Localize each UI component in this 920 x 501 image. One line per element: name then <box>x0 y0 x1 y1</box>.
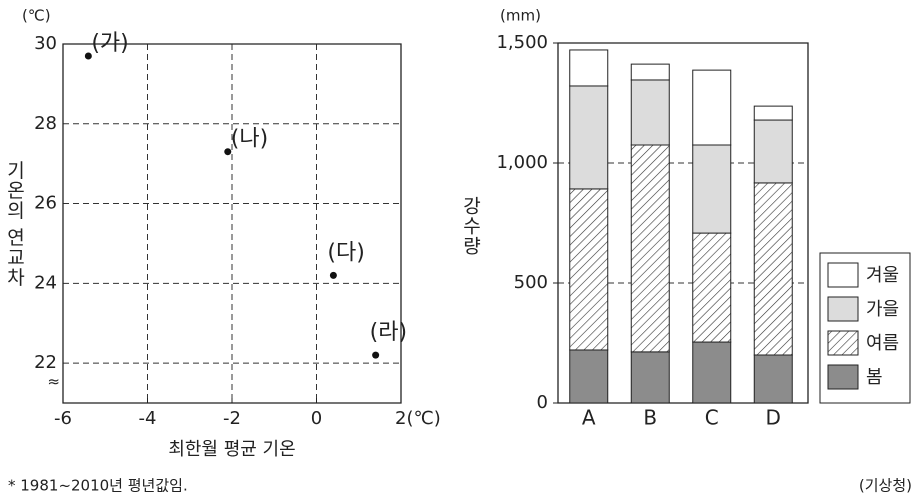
x-tick-label: C <box>705 406 719 430</box>
point-label: (다) <box>327 240 364 265</box>
y-tick-label: 1,500 <box>496 32 548 53</box>
source: (기상청) <box>859 477 912 495</box>
x-tick-label: D <box>766 406 781 430</box>
y-unit: (mm) <box>500 7 541 25</box>
y-tick-label: 28 <box>34 113 57 134</box>
y-tick-label: 0 <box>537 392 548 413</box>
bar-segment <box>630 144 670 353</box>
bar-segment <box>569 188 609 351</box>
legend-swatch <box>827 364 859 390</box>
x-tick-label: 0 <box>311 408 322 429</box>
point <box>372 351 380 359</box>
y-unit: (℃) <box>22 7 51 25</box>
y-axis-label: 강수량 <box>460 196 482 256</box>
x-tick-label: -6 <box>54 408 72 429</box>
point-label: (가) <box>91 31 128 56</box>
bar-segment <box>692 144 732 234</box>
bar-segment <box>569 349 609 404</box>
x-tick-label: 2(℃) <box>395 408 441 429</box>
y-axis-label: 기온의 연교차 <box>4 160 26 287</box>
bar-segment <box>692 69 732 146</box>
bar-segment <box>630 63 670 81</box>
bar-segment <box>753 354 793 404</box>
bar-segment <box>692 232 732 343</box>
point-label: (나) <box>231 127 268 152</box>
legend-swatch <box>827 262 859 288</box>
legend-label: 봄 <box>866 367 883 388</box>
footnote: * 1981~2010년 평년값임. <box>8 477 188 495</box>
axis-frame <box>557 42 809 404</box>
point <box>329 271 337 279</box>
legend-swatch <box>827 296 859 322</box>
x-tick-label: -4 <box>139 408 157 429</box>
y-tick-label: 500 <box>514 272 548 293</box>
bar-segment <box>630 79 670 146</box>
legend-label: 가을 <box>866 299 899 320</box>
bar-segment <box>753 105 793 121</box>
bar-segment <box>753 119 793 184</box>
x-axis-label: 최한월 평균 기온 <box>168 439 295 460</box>
legend-swatch <box>827 330 859 356</box>
legend-label: 여름 <box>866 333 899 354</box>
y-tick-label: 26 <box>34 193 57 214</box>
point-label: (라) <box>370 320 407 345</box>
y-tick-label: 30 <box>34 33 57 54</box>
bar-segment <box>569 85 609 190</box>
axis-frame <box>62 43 402 404</box>
bar-segment <box>630 351 670 404</box>
point <box>84 52 92 60</box>
y-tick-label: 1,000 <box>496 152 548 173</box>
legend-label: 겨울 <box>866 265 899 286</box>
x-tick-label: B <box>643 406 657 430</box>
axis-break: ≈ <box>47 373 60 391</box>
bar-segment <box>753 182 793 356</box>
y-tick-label: 22 <box>34 352 57 373</box>
bar-segment <box>569 49 609 87</box>
x-tick-label: -2 <box>223 408 241 429</box>
x-tick-label: A <box>582 406 596 430</box>
bar-segment <box>692 341 732 404</box>
point <box>224 148 232 156</box>
y-tick-label: 24 <box>34 272 57 293</box>
